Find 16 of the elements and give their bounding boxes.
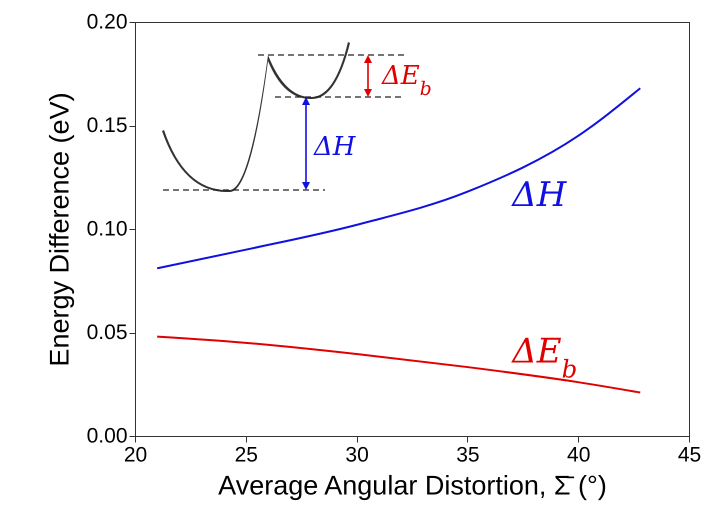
x-tick-label: 40 <box>567 444 590 466</box>
series-label: ΔE$_{b}$ <box>510 332 578 384</box>
annotation: ΔE$_{b}$ <box>381 61 432 100</box>
x-tick-label: 45 <box>678 444 702 466</box>
y-tick-label: 0.15 <box>86 114 128 137</box>
annotation: ΔH <box>313 132 357 162</box>
x-tick-label: 30 <box>345 444 369 466</box>
series-label: ΔH <box>510 175 568 216</box>
y-tick-label: 0.20 <box>86 10 128 34</box>
x-tick-label: 25 <box>234 444 258 466</box>
x-tick-label: 35 <box>456 444 480 466</box>
y-axis-title: Energy Difference (eV) <box>44 92 75 367</box>
x-axis-title: Average Angular Distortion, Σ̄ (°) <box>218 470 607 500</box>
y-tick-label: 0.05 <box>86 321 128 344</box>
line-series <box>156 336 642 394</box>
y-tick-label: 0.10 <box>86 218 128 240</box>
